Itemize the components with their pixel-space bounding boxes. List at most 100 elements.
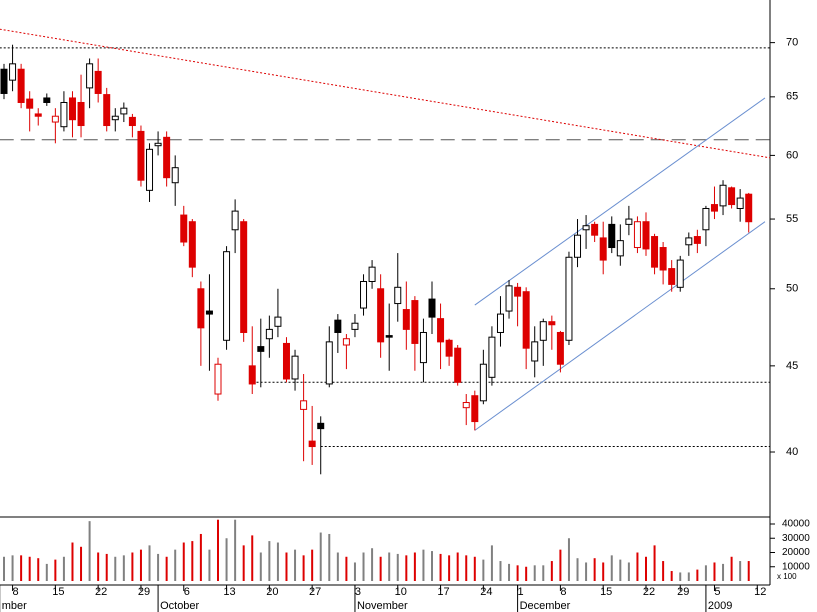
candle-body xyxy=(257,346,265,352)
candle-body xyxy=(599,237,607,261)
candle-body xyxy=(0,68,8,94)
y-tick-label: 70 xyxy=(786,37,798,49)
candle-body xyxy=(676,259,684,288)
month-label: October xyxy=(160,600,199,612)
candle-body xyxy=(471,395,479,423)
x-tick-label: 8 xyxy=(560,586,566,598)
candle-body xyxy=(103,94,111,127)
candle-body xyxy=(565,256,573,341)
candle-body xyxy=(728,187,736,206)
month-label: mber xyxy=(2,600,27,612)
month-label: November xyxy=(357,600,408,612)
candle-body xyxy=(411,300,419,344)
candle-body xyxy=(180,214,188,243)
candle-body xyxy=(514,286,522,297)
candle-body xyxy=(496,313,504,333)
x-tick-label: 13 xyxy=(223,586,235,598)
y-tick-label: 50 xyxy=(786,283,798,295)
candle-body xyxy=(60,101,68,128)
candle-body xyxy=(274,316,282,327)
candle-body xyxy=(651,236,659,268)
candle-body xyxy=(548,321,556,326)
candle-body xyxy=(342,338,350,346)
candle-body xyxy=(351,322,359,330)
candle-body xyxy=(205,310,213,315)
x-tick-label: 27 xyxy=(309,586,321,598)
candle-body xyxy=(385,335,393,338)
candle-body xyxy=(719,184,727,207)
candle-body xyxy=(86,63,94,89)
candle-body xyxy=(462,402,470,409)
candle-body xyxy=(171,167,179,184)
candle-body xyxy=(616,240,624,257)
candle-body xyxy=(26,98,34,109)
candle-body xyxy=(120,107,128,115)
candle-body xyxy=(479,363,487,402)
volume-unit-label: x 100 xyxy=(777,572,797,581)
candle-body xyxy=(163,136,171,179)
candle-body xyxy=(291,355,299,380)
x-tick-label: 17 xyxy=(437,586,449,598)
candle-body xyxy=(300,400,308,410)
candle-body xyxy=(197,288,205,329)
x-tick-label: 1 xyxy=(518,586,524,598)
candle-body xyxy=(659,247,667,271)
candle-body xyxy=(240,221,248,333)
x-tick-label: 29 xyxy=(677,586,689,598)
candle-body xyxy=(325,341,333,385)
candle-body xyxy=(188,221,196,268)
candle-body xyxy=(591,223,599,236)
candle-body xyxy=(154,142,162,147)
candle-body xyxy=(745,193,753,223)
candle-body xyxy=(317,422,325,430)
candle-body xyxy=(736,197,744,209)
x-tick-label: 15 xyxy=(600,586,612,598)
candle-body xyxy=(68,97,76,121)
candle-body xyxy=(522,291,530,349)
candle-body xyxy=(51,115,59,123)
candle-body xyxy=(360,280,368,309)
volume-tick-label: 10000 xyxy=(782,561,810,572)
x-tick-label: 8 xyxy=(12,586,18,598)
volume-tick-label: 20000 xyxy=(782,547,810,558)
candle-body xyxy=(265,328,273,340)
candle-body xyxy=(710,204,718,212)
candle-body xyxy=(146,148,154,191)
candle-body xyxy=(34,113,42,117)
candle-body xyxy=(111,115,119,121)
trend-line xyxy=(474,97,766,306)
candle-body xyxy=(445,339,453,357)
candle-body xyxy=(248,365,256,385)
candle-body xyxy=(394,286,402,305)
candle-body xyxy=(137,130,145,181)
candle-body xyxy=(428,298,436,318)
candle-body xyxy=(214,363,222,395)
x-tick-label: 24 xyxy=(480,586,492,598)
x-tick-label: 6 xyxy=(184,586,190,598)
y-tick-label: 65 xyxy=(786,91,798,103)
candle-body xyxy=(488,336,496,378)
candle-body xyxy=(693,236,701,244)
volume-tick-label: 30000 xyxy=(782,533,810,544)
x-tick-label: 22 xyxy=(95,586,107,598)
candle-body xyxy=(419,331,427,364)
candle-body xyxy=(402,309,410,330)
candle-body xyxy=(94,70,102,94)
candle-body xyxy=(437,318,445,343)
candle-body xyxy=(633,221,641,249)
month-label: December xyxy=(520,600,571,612)
y-tick-label: 40 xyxy=(786,446,798,458)
x-tick-label: 15 xyxy=(52,586,64,598)
candle-body xyxy=(582,225,590,231)
y-tick-label: 60 xyxy=(786,149,798,161)
candle-body xyxy=(377,288,385,343)
y-tick-label: 45 xyxy=(786,360,798,372)
candle-body xyxy=(556,331,564,365)
candle-body xyxy=(625,218,633,225)
candle-body xyxy=(9,63,17,81)
x-tick-label: 5 xyxy=(714,586,720,598)
candle-body xyxy=(334,319,342,333)
y-tick-label: 55 xyxy=(786,213,798,225)
